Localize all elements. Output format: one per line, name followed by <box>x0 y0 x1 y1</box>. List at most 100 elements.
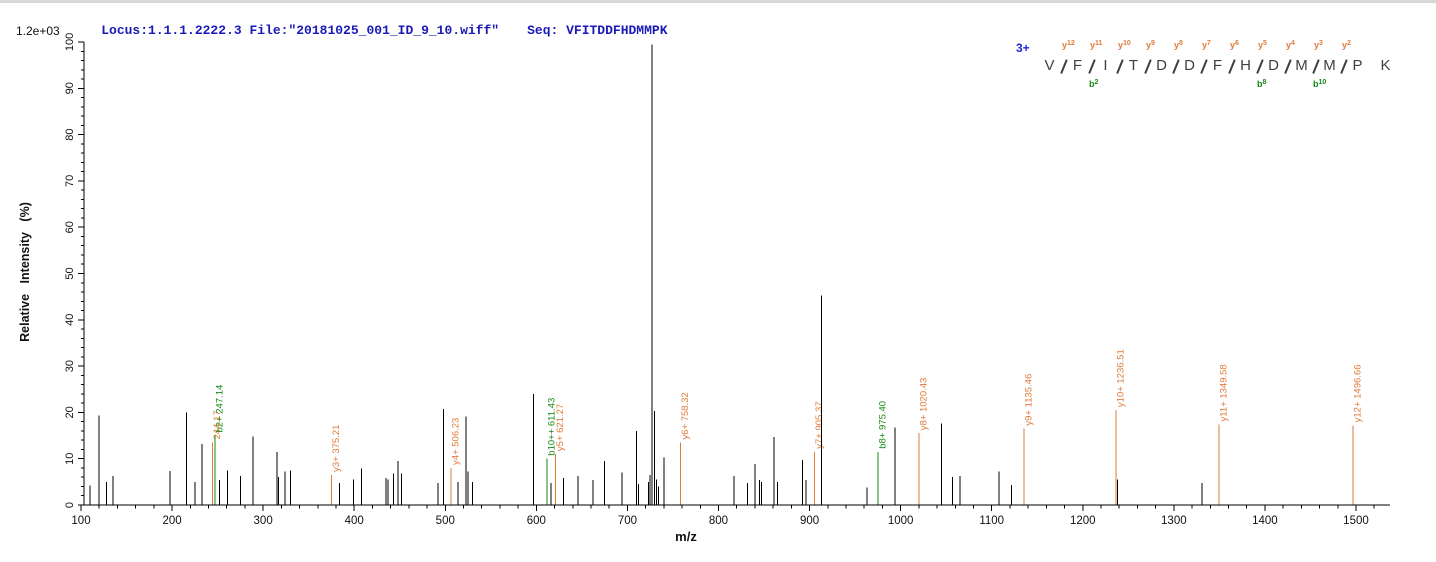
cleavage-site: y6 <box>1225 38 1239 90</box>
y-tick-label: 50 <box>64 267 76 279</box>
ion-number: 10 <box>1318 79 1327 86</box>
residue-cell: M <box>1294 38 1309 90</box>
residue-cell: I <box>1098 38 1113 90</box>
charge-label: 3+ <box>1016 41 1030 55</box>
y-tick-label: 90 <box>64 82 76 94</box>
ion-number: 8 <box>1179 40 1183 47</box>
residue-letter: D <box>1184 57 1195 74</box>
x-tick-label: 500 <box>436 515 455 527</box>
y-tick-label: 10 <box>64 453 76 465</box>
residue-cell: D <box>1154 38 1169 90</box>
b-ion-label: b8 <box>1257 79 1267 89</box>
peak-label: y11+ 1349.58 <box>1218 364 1229 421</box>
y-ion-label: y2 <box>1342 40 1351 50</box>
residue-cell: V <box>1042 38 1057 90</box>
x-tick-label: 1100 <box>979 515 1004 527</box>
residue-letter: V <box>1044 57 1055 74</box>
residue-letter: M <box>1295 57 1308 74</box>
cleavage-site: y4 <box>1281 38 1295 90</box>
peak-label: b8+ 975.40 <box>878 401 889 449</box>
cleavage-site: y2 <box>1337 38 1351 90</box>
cleavage-site: y10 <box>1113 38 1131 90</box>
x-tick-label: 1000 <box>888 515 914 527</box>
peak-label: y9+ 1135.46 <box>1023 374 1034 426</box>
y-ion-label: y4 <box>1286 40 1295 50</box>
x-tick-label: 200 <box>162 515 181 527</box>
x-tick-label: 700 <box>618 515 637 527</box>
header-line: Locus:1.1.1.2222.3 File:"20181025_001_ID… <box>70 8 668 53</box>
ion-number: 8 <box>1262 79 1267 86</box>
y-tick-label: 30 <box>64 360 76 372</box>
x-axis-title: m/z <box>675 529 697 544</box>
cleavage-site: y7 <box>1197 38 1211 90</box>
residue-letter: P <box>1352 57 1363 74</box>
peak-label: y7+ 905.37 <box>814 401 825 448</box>
x-tick-label: 1500 <box>1343 515 1369 527</box>
b-ion-label: b10 <box>1313 79 1327 89</box>
y-ion-label: y9 <box>1146 40 1155 50</box>
residue-cell: M <box>1322 38 1337 90</box>
b-ion-label: b2 <box>1089 79 1099 89</box>
y-tick-label: 40 <box>64 314 76 326</box>
residue-letter: H <box>1240 57 1251 74</box>
residue-letter: F <box>1072 57 1083 74</box>
peak-label: y3+ 375.21 <box>331 425 342 472</box>
y-ion-label: y11 <box>1090 40 1103 50</box>
y-tick-label: 100 <box>64 33 76 51</box>
residue-letter: T <box>1128 57 1139 74</box>
x-tick-label: 300 <box>254 515 273 527</box>
max-intensity-label: 1.2e+03 <box>16 24 60 38</box>
cleavage-site: y11 b2 <box>1085 38 1102 90</box>
ion-number: 7 <box>1207 40 1211 47</box>
residue-letter: K <box>1380 57 1391 74</box>
y-ion-label: y3 <box>1314 40 1323 50</box>
window-top-strip <box>0 0 1436 3</box>
cleavage-site: y9 <box>1141 38 1155 90</box>
sequence-label: Seq: VFITDDFHDMMPK <box>527 23 668 38</box>
cleavage-site: y3 b10 <box>1309 38 1326 90</box>
residue-cell: P <box>1350 38 1365 90</box>
ion-number: 4 <box>1291 40 1295 47</box>
peak-label: y8+ 1020.43 <box>919 378 930 431</box>
ion-number: 12 <box>1067 40 1075 47</box>
y-tick-label: 80 <box>64 128 76 140</box>
ion-number: 3 <box>1319 40 1323 47</box>
cleavage-site: y8 <box>1169 38 1183 90</box>
x-tick-label: 1200 <box>1070 515 1096 527</box>
y-axis-title: Relative Intensity (%) <box>18 202 32 342</box>
x-tick-label: 1400 <box>1252 515 1278 527</box>
residue-cell: K <box>1378 38 1393 90</box>
ion-number: 11 <box>1095 40 1103 47</box>
peak-label: b2+ 247.14 <box>215 385 226 433</box>
ion-number: 2 <box>1347 40 1351 47</box>
locus-file-label: Locus:1.1.1.2222.3 File:"20181025_001_ID… <box>101 23 500 38</box>
ion-number: 10 <box>1123 40 1131 47</box>
residue-cell: D <box>1266 38 1281 90</box>
x-tick-label: 800 <box>709 515 728 527</box>
residue-cell: F <box>1210 38 1225 90</box>
x-tick-label: 900 <box>800 515 819 527</box>
ion-number: 5 <box>1263 40 1267 47</box>
ion-number: 2 <box>1094 79 1099 86</box>
x-tick-label: 1300 <box>1161 515 1187 527</box>
peak-label: b10++ 611.43 <box>546 398 557 456</box>
residue-cell: T <box>1126 38 1141 90</box>
ion-number: 6 <box>1235 40 1239 47</box>
y-ion-label: y12 <box>1062 40 1075 50</box>
residue-cell: F <box>1070 38 1085 90</box>
y-tick-label: 60 <box>64 221 76 233</box>
x-tick-label: 600 <box>527 515 546 527</box>
y-ion-label: y7 <box>1202 40 1211 50</box>
residue-letter: F <box>1212 57 1223 74</box>
y-ion-label: y10 <box>1118 40 1131 50</box>
residue-cell: H <box>1238 38 1253 90</box>
peak-label: y6+ 758.32 <box>680 392 691 439</box>
cleavage-site: y12 <box>1057 38 1075 90</box>
y-ion-label: y5 <box>1258 40 1267 50</box>
x-tick-label: 400 <box>345 515 364 527</box>
ion-number: 9 <box>1151 40 1155 47</box>
residue-letter: D <box>1268 57 1279 74</box>
